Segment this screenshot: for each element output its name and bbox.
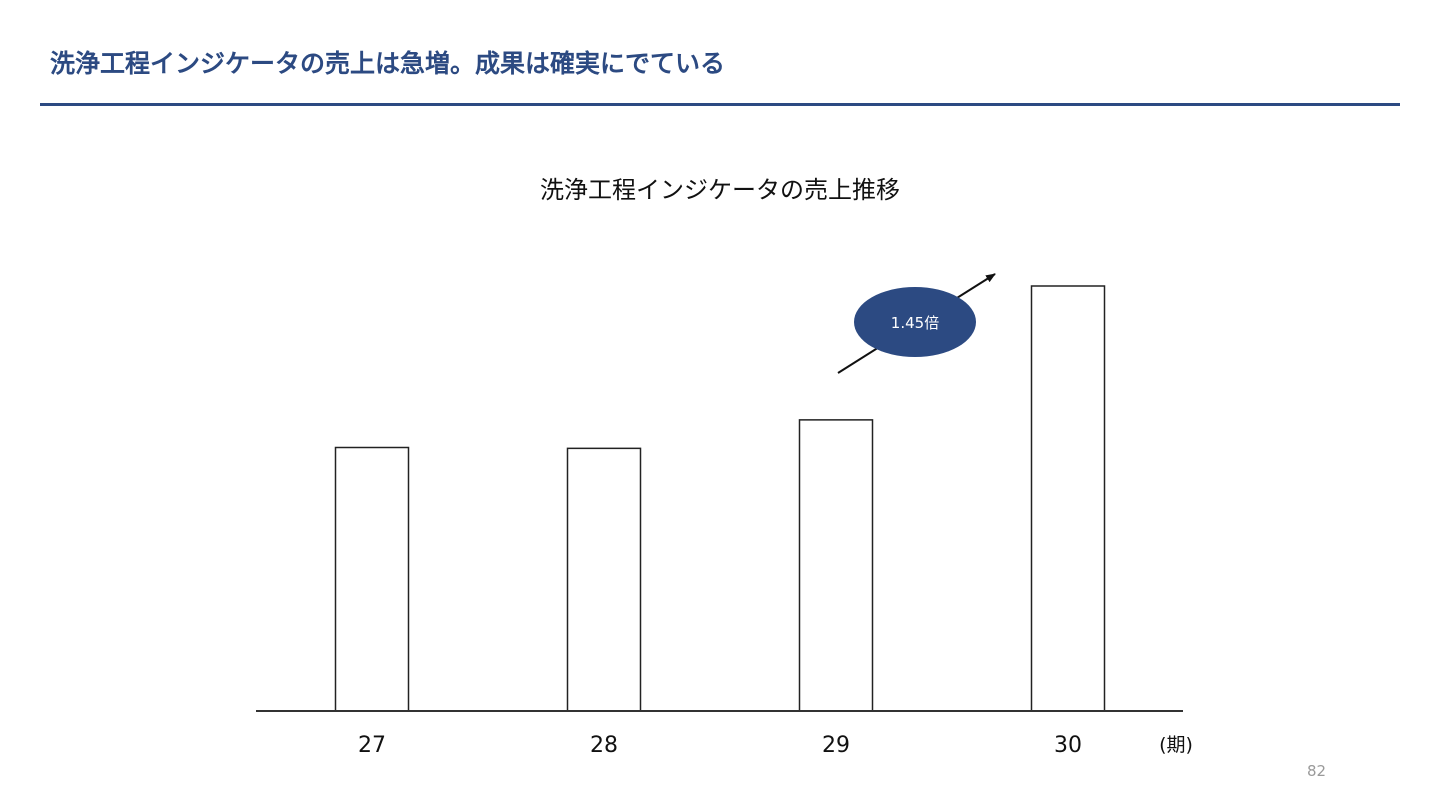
- title-divider: [40, 103, 1400, 106]
- x-axis-unit-label: (期): [1159, 734, 1193, 756]
- chart-title: 洗浄工程インジケータの売上推移: [540, 176, 900, 204]
- growth-annotation: 1.45倍: [837, 273, 996, 374]
- x-tick-label-29: 29: [822, 733, 850, 758]
- growth-badge: [854, 287, 976, 357]
- page-number: 82: [1307, 762, 1327, 780]
- bar-28: [566, 447, 642, 712]
- x-tick-label-30: 30: [1054, 733, 1082, 758]
- slide-title: 洗浄工程インジケータの売上は急増。成果は確実にでている: [50, 49, 726, 78]
- x-tick-label-27: 27: [358, 733, 386, 758]
- bar-27: [334, 446, 410, 712]
- growth-ratio-label: 1.45倍: [891, 314, 939, 332]
- bar-29: [798, 419, 874, 712]
- x-tick-label-28: 28: [590, 733, 618, 758]
- bar-30: [1030, 285, 1106, 712]
